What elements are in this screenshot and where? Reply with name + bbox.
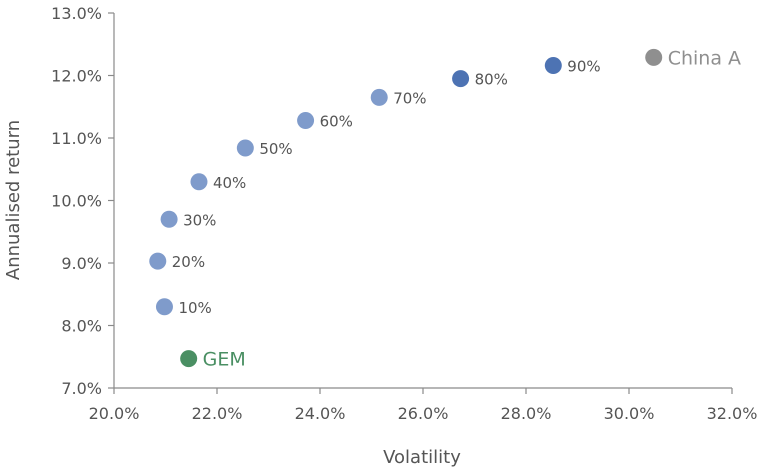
x-axis-title: Volatility [383, 447, 461, 468]
data-point-label: 20% [172, 253, 205, 271]
x-tick-label: 28.0% [501, 404, 552, 423]
data-point-label: 90% [567, 58, 600, 76]
data-point [645, 48, 663, 66]
y-tick-label: 8.0% [61, 317, 102, 336]
x-tick-label: 32.0% [707, 404, 758, 423]
data-point [236, 139, 254, 157]
data-point-label: 80% [475, 71, 508, 89]
data-point-label: GEM [203, 349, 246, 371]
data-point [155, 298, 173, 316]
data-point-label: 50% [259, 140, 292, 158]
data-point [544, 57, 562, 74]
data-point-label: China A [668, 47, 741, 69]
data-point [370, 88, 388, 106]
y-axis-ticks: 7.0% 8.0% 9.0% 10.0% 11.0% 12.0% 13.0% [51, 4, 114, 398]
y-tick-label: 10.0% [51, 192, 102, 211]
data-point-label: 70% [393, 89, 426, 107]
data-point [297, 112, 315, 129]
x-axis-ticks: 20.0% 22.0% 24.0% 26.0% 28.0% 30.0% 32.0% [89, 388, 758, 423]
y-tick-label: 11.0% [51, 129, 102, 148]
data-point-label: 60% [320, 113, 353, 131]
data-point [160, 210, 178, 228]
x-tick-label: 20.0% [89, 404, 140, 423]
data-point [190, 173, 208, 191]
data-point [149, 252, 167, 270]
x-tick-label: 24.0% [295, 404, 346, 423]
x-tick-label: 22.0% [192, 404, 243, 423]
data-point [452, 70, 470, 88]
data-points: GEM 10% 20% 30% 40% 50% 60% 70% 80% 90% China A [149, 47, 741, 371]
y-tick-label: 9.0% [61, 254, 102, 273]
x-tick-label: 26.0% [398, 404, 449, 423]
y-tick-label: 7.0% [61, 379, 102, 398]
data-point-label: 40% [213, 174, 246, 192]
data-point-label: 30% [183, 211, 216, 229]
y-axis-title: Annualised return [3, 120, 24, 280]
y-tick-label: 13.0% [51, 4, 102, 23]
y-tick-label: 12.0% [51, 67, 102, 86]
data-point [180, 350, 198, 368]
data-point-label: 10% [178, 299, 211, 317]
x-tick-label: 30.0% [604, 404, 655, 423]
